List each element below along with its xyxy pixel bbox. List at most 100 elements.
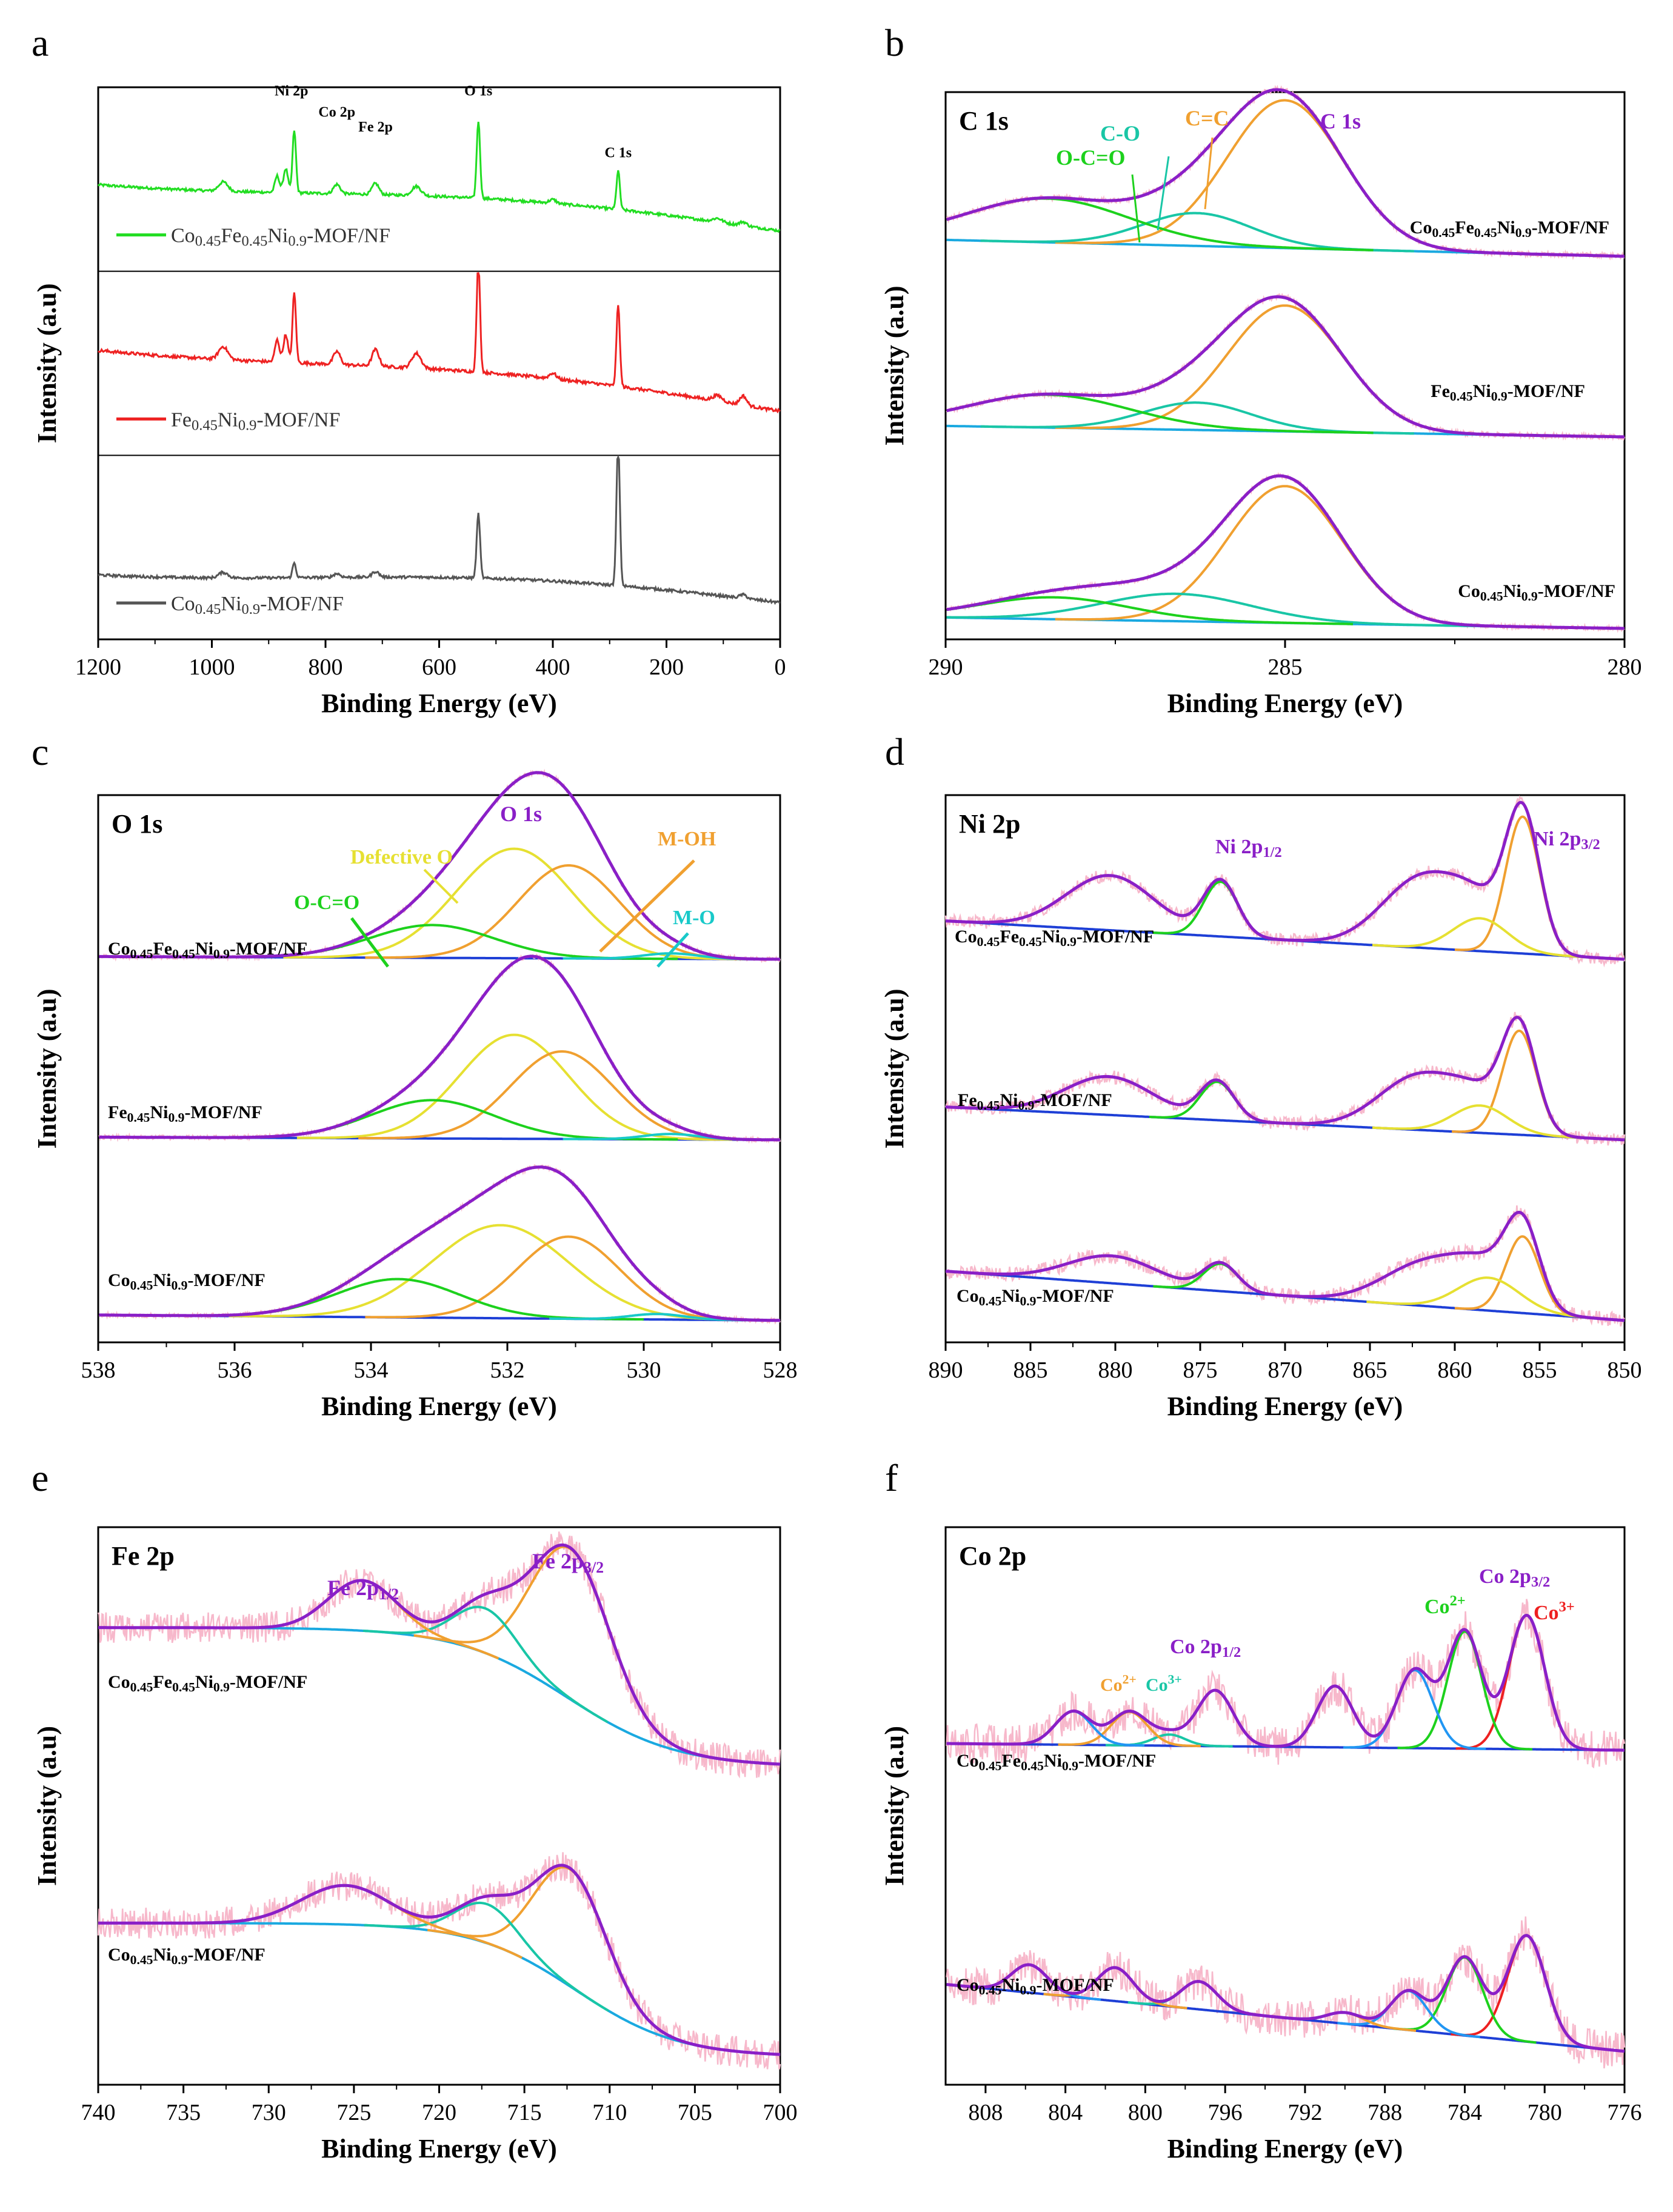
y-axis-label: Intensity (a.u) xyxy=(880,1726,909,1886)
x-axis-label: Binding Energy (eV) xyxy=(321,2134,557,2164)
fit-envelope xyxy=(99,954,780,1142)
x-axis-label: Binding Energy (eV) xyxy=(1167,1391,1403,1421)
fit-envelope xyxy=(945,801,1625,961)
sample-label: Co0.45Fe0.45Ni0.9-MOF/NF xyxy=(955,927,1154,949)
fit-component xyxy=(1455,1614,1598,1751)
fit-component xyxy=(1372,1104,1589,1139)
x-tick-label: 800 xyxy=(309,655,343,680)
x-tick-label: 1000 xyxy=(189,655,235,680)
x-tick-label: 285 xyxy=(1268,655,1303,680)
fit-envelope xyxy=(946,474,1625,630)
fit-envelope xyxy=(98,1864,780,2056)
panel-letter: d xyxy=(885,730,904,773)
x-tick-label: 528 xyxy=(763,1358,798,1383)
panel-title: C 1s xyxy=(959,106,1009,136)
x-tick-label: 788 xyxy=(1367,2100,1402,2125)
raw-spectrum xyxy=(945,1205,1625,1327)
sample-label: Fe0.45Ni0.9-MOF/NF xyxy=(108,1102,262,1125)
sample-label: Co0.45Fe0.45Ni0.9-MOF/NF xyxy=(1410,218,1609,240)
sample-label: Co0.45Fe0.45Ni0.9-MOF/NF xyxy=(108,939,307,961)
fit-component xyxy=(946,596,1353,625)
x-tick-label: 200 xyxy=(649,655,684,680)
component-label: C 1s xyxy=(1320,109,1361,133)
x-tick-label: 870 xyxy=(1268,1358,1303,1383)
panel-title: Ni 2p xyxy=(959,809,1020,839)
annotation-arrow xyxy=(1204,137,1214,210)
peak-annotation: O 1s xyxy=(464,84,492,99)
fit-component xyxy=(1055,304,1516,436)
component-label: M-O xyxy=(673,907,715,929)
x-tick-label: 890 xyxy=(929,1358,963,1383)
x-tick-label: 530 xyxy=(627,1358,661,1383)
x-axis-label: Binding Energy (eV) xyxy=(1167,2134,1403,2164)
fit-envelope xyxy=(945,1210,1625,1322)
component-label: C=C xyxy=(1185,106,1229,130)
panel-letter: c xyxy=(32,730,48,773)
peak-annotation: C 1s xyxy=(604,145,632,161)
x-tick-label: 776 xyxy=(1608,2100,1642,2125)
x-tick-label: 1200 xyxy=(75,655,121,680)
fit-component xyxy=(1454,1235,1590,1319)
raw-spectrum xyxy=(97,1531,781,1779)
x-tick-label: 725 xyxy=(336,2100,371,2125)
panel-title: Co 2p xyxy=(959,1541,1026,1571)
component-label: O-C=O xyxy=(1056,145,1126,170)
plot-frame xyxy=(944,91,1626,641)
x-axis-label: Binding Energy (eV) xyxy=(321,688,557,718)
x-tick-label: 740 xyxy=(81,2100,116,2125)
x-tick-label: 880 xyxy=(1098,1358,1133,1383)
x-tick-label: 855 xyxy=(1523,1358,1557,1383)
y-axis-label: Intensity (a.u) xyxy=(32,1726,62,1886)
component-label: Co3+ xyxy=(1534,1599,1575,1625)
survey-line xyxy=(97,121,781,233)
y-axis-label: Intensity (a.u) xyxy=(32,988,62,1148)
component-label: Co 2p3/2 xyxy=(1479,1565,1550,1590)
component-label: O 1s xyxy=(500,802,542,826)
annotation-arrow xyxy=(350,917,389,968)
survey-line xyxy=(98,455,780,605)
raw-spectrum xyxy=(946,293,1626,441)
panel-title: O 1s xyxy=(112,809,162,839)
y-axis-label: Intensity (a.u) xyxy=(880,988,909,1148)
plot-frame xyxy=(97,86,781,641)
x-tick-label: 0 xyxy=(775,655,786,680)
peak-annotation: Co 2p xyxy=(318,105,355,121)
raw-spectrum xyxy=(97,1852,781,2070)
x-tick-label: 715 xyxy=(507,2100,542,2125)
raw-spectrum xyxy=(946,1599,1626,1769)
x-tick-label: 400 xyxy=(536,655,570,680)
x-tick-label: 735 xyxy=(166,2100,201,2125)
component-label: C-O xyxy=(1100,121,1140,145)
x-tick-label: 730 xyxy=(252,2100,286,2125)
fit-component xyxy=(296,1033,733,1141)
x-tick-label: 804 xyxy=(1048,2100,1083,2125)
panel-letter: a xyxy=(32,21,48,64)
fit-envelope xyxy=(946,88,1625,258)
x-tick-label: 780 xyxy=(1528,2100,1562,2125)
sample-label: Fe0.45Ni0.9-MOF/NF xyxy=(1431,381,1585,404)
annotation-arrow xyxy=(656,932,689,968)
raw-spectrum xyxy=(946,1916,1626,2069)
fit-envelope xyxy=(99,771,780,961)
panel-e: e 740 735 730 725 720 715 710 705 700 Binding Ener… xyxy=(32,1456,798,2164)
panel-a: a 1200 1000 800 600 400 200 0 Binding Energy (eV… xyxy=(32,21,786,718)
x-tick-label: 860 xyxy=(1438,1358,1472,1383)
x-axis-label: Binding Energy (eV) xyxy=(321,1391,557,1421)
x-tick-label: 885 xyxy=(1013,1358,1048,1383)
component-label: Fe 2p3/2 xyxy=(532,1549,604,1576)
annotation-arrow xyxy=(423,868,459,904)
x-tick-label: 705 xyxy=(678,2100,712,2125)
panel-letter: e xyxy=(32,1456,48,1499)
fit-component xyxy=(413,1545,727,1761)
fit-component xyxy=(1452,1030,1587,1139)
fit-component xyxy=(1397,1630,1532,1751)
x-tick-label: 600 xyxy=(422,655,456,680)
sample-label: Co0.45Ni0.9-MOF/NF xyxy=(957,1286,1114,1308)
fit-component xyxy=(946,592,1475,627)
panel-f: f 808 804 800 796 792 788 784 780 776 Binding Ener… xyxy=(880,1456,1642,2164)
component-label: Fe 2p1/2 xyxy=(327,1576,399,1603)
annotation-arrow xyxy=(599,859,695,953)
panel-b: b 290 285 280 Binding Energy (eV) Intensity (… xyxy=(880,21,1642,718)
fit-component xyxy=(229,1224,773,1322)
